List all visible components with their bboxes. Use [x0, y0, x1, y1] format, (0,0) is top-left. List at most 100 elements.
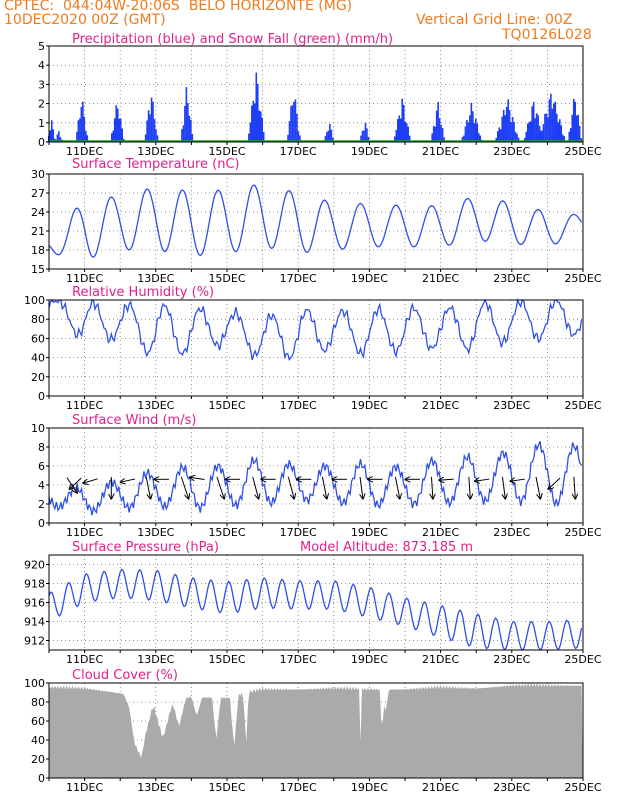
panel-pressure: 912 914 916 918 920 11DEC 13DEC 15DEC 17DEC 19DEC…	[24, 540, 602, 666]
precip-bar	[59, 137, 62, 142]
precip-bar	[507, 99, 509, 142]
wind-arrow	[431, 476, 432, 499]
y-tick-label: 912	[24, 635, 45, 648]
precip-bar	[499, 129, 502, 142]
precip-bar	[469, 115, 471, 142]
precip-bar	[498, 127, 501, 142]
precip-bar	[83, 116, 86, 142]
precip-bar	[578, 125, 581, 142]
wind-arrow	[70, 477, 82, 489]
precip-bar	[253, 103, 256, 142]
precip-bar	[441, 128, 444, 142]
precip-bar	[113, 118, 116, 142]
precip-bar	[326, 132, 328, 142]
precip-bar	[440, 124, 442, 142]
panel-temp: 15 18 21 24 27 30 11DEC 13DEC 15DEC 17DEC 19DEC 21D…	[31, 157, 602, 285]
x-tick-label: 19DEC	[351, 399, 388, 412]
precip-bar	[255, 72, 258, 142]
wind-arrow	[475, 479, 490, 481]
x-tick-label: 17DEC	[280, 272, 317, 285]
precip-bar	[299, 135, 301, 142]
wind-arrow	[121, 479, 136, 482]
precip-bar	[112, 130, 115, 142]
x-tick-label: 19DEC	[351, 781, 388, 794]
precip-bar	[296, 113, 298, 142]
precip-bar	[287, 134, 289, 142]
precip-bar	[187, 103, 189, 142]
wind-arrow	[252, 476, 259, 499]
precip-bar	[366, 128, 368, 142]
precip-bar	[58, 131, 60, 142]
x-tick-label: 11DEC	[66, 653, 103, 666]
precip-bar	[496, 131, 499, 142]
precip-bar	[568, 131, 571, 142]
wind-arrow	[574, 476, 575, 499]
precip-bar	[510, 122, 512, 142]
precip-bar	[297, 131, 300, 142]
precip-bar	[479, 135, 482, 142]
x-tick-label: 25DEC	[564, 526, 601, 539]
precip-bar	[185, 87, 188, 142]
y-tick-label: 40	[31, 734, 45, 747]
wind-arrow	[180, 476, 188, 499]
precip-bar	[467, 122, 470, 142]
precip-bar	[438, 118, 441, 142]
x-tick-label: 23DEC	[493, 653, 530, 666]
x-tick-label: 15DEC	[208, 526, 245, 539]
y-tick-label: 0	[38, 390, 45, 403]
precip-bar	[538, 136, 540, 142]
precip-bar	[542, 124, 545, 142]
precip-bar	[152, 101, 154, 142]
precip-bar	[396, 119, 399, 142]
precip-bar	[577, 114, 579, 142]
precip-bar	[554, 101, 557, 142]
precip-bar	[256, 83, 259, 142]
y-tick-label: 60	[31, 332, 45, 345]
precip-bar	[528, 121, 531, 142]
precip-bar	[505, 107, 508, 142]
x-tick-label: 23DEC	[493, 399, 530, 412]
precip-bar	[259, 111, 262, 142]
precip-bar	[115, 105, 118, 142]
y-tick-label: 24	[31, 206, 45, 219]
y-tick-label: 1	[38, 117, 45, 130]
precip-bar	[575, 115, 578, 142]
y-tick-label: 0	[38, 517, 45, 530]
wind-arrow	[145, 476, 150, 499]
precip-bar	[190, 119, 192, 142]
precip-bar	[288, 120, 291, 142]
precip-bar	[360, 135, 362, 142]
precip-bar	[572, 98, 575, 142]
precip-bar	[434, 126, 436, 142]
precip-bar	[431, 133, 434, 142]
y-tick-label: 30	[31, 168, 45, 181]
wind-arrow	[360, 476, 363, 499]
x-tick-label: 13DEC	[137, 653, 174, 666]
x-tick-label: 17DEC	[280, 145, 317, 158]
panel-title-rh: Relative Humidity (%)	[72, 285, 214, 300]
precip-bar	[437, 101, 439, 142]
y-tick-label: 40	[31, 352, 45, 365]
precip-bar	[569, 128, 572, 142]
precip-bar	[551, 108, 554, 142]
wind-arrow	[216, 476, 224, 499]
precip-bar	[50, 120, 53, 142]
precip-bar	[52, 129, 55, 142]
panel-title-wind: Surface Wind (m/s)	[72, 413, 196, 428]
precip-bar	[523, 138, 526, 142]
precip-bar	[248, 133, 250, 142]
precip-bar	[46, 141, 49, 142]
x-tick-label: 21DEC	[422, 781, 459, 794]
precip-bar	[361, 130, 364, 142]
x-tick-label: 19DEC	[351, 526, 388, 539]
x-tick-label: 21DEC	[422, 145, 459, 158]
panel-title-cloud: Cloud Cover (%)	[72, 668, 178, 683]
precip-bar	[508, 110, 511, 142]
x-tick-label: 17DEC	[280, 526, 317, 539]
y-tick-label: 80	[31, 696, 45, 709]
x-tick-label: 17DEC	[280, 399, 317, 412]
precip-bar	[294, 99, 297, 142]
precip-bar	[531, 106, 533, 142]
panel-wind: 0 2 4 6 8 10 11DEC 13DEC 15DEC 17DEC 19DEC 21DEC 23D…	[31, 413, 602, 539]
y-tick-label: 6	[38, 460, 45, 473]
